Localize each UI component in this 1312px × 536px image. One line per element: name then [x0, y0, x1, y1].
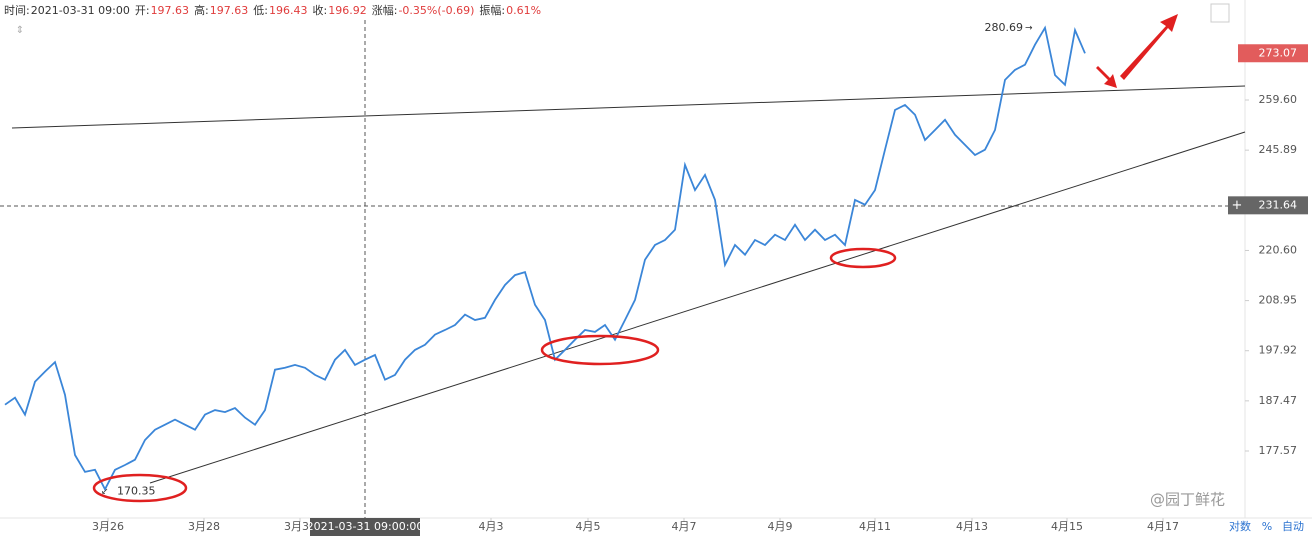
header-label: 高: — [194, 3, 209, 17]
header-value: 196.43 — [269, 4, 308, 17]
y-tick-label: 208.95 — [1259, 294, 1298, 307]
axis-button[interactable]: 自动 — [1282, 520, 1304, 533]
arrow — [1120, 14, 1178, 80]
y-tick-label: 220.60 — [1259, 243, 1298, 256]
header-value: 197.63 — [151, 4, 190, 17]
highlight-ellipse — [92, 473, 188, 503]
x-tick-label: 4月17 — [1147, 520, 1179, 533]
header-label: 开: — [135, 4, 150, 17]
crosshair-x-label: 2021-03-31 09:00:00 — [307, 520, 424, 533]
header-label: 低: — [253, 4, 268, 17]
trend-line — [149, 131, 1246, 484]
scale-icon: ⇕ — [16, 25, 24, 36]
x-tick-label: 4月11 — [859, 520, 891, 533]
arrow — [1096, 66, 1117, 88]
watermark: @园丁鲜花 — [1150, 491, 1225, 509]
min-label: 170.35 — [117, 484, 156, 497]
x-tick-label: 3月28 — [188, 520, 220, 533]
highlight-ellipse — [829, 247, 897, 269]
price-line — [4, 25, 1086, 492]
header-label: 涨幅: — [372, 4, 398, 17]
header-value: 0.61% — [506, 4, 541, 17]
x-tick-label: 4月5 — [576, 520, 601, 533]
crosshair-x-tag — [310, 518, 420, 536]
header: 时间: 2021-03-31 09:00 开: 197.63 高: 197.63 低: 196… — [4, 3, 541, 17]
plot — [4, 25, 1086, 492]
x-tick-label: 4月9 — [768, 520, 793, 533]
last-price-label: 273.07 — [1259, 46, 1298, 59]
y-tick-label: 187.47 — [1259, 394, 1298, 407]
y-tick-label: 259.60 — [1259, 93, 1298, 106]
y-tick-label: 177.57 — [1259, 444, 1298, 457]
crosshair-y-tag — [1228, 196, 1308, 215]
header-value: 196.92 — [328, 4, 367, 17]
header-label: 时间: — [4, 4, 30, 17]
crosshair-plus: + — [1232, 198, 1243, 213]
header-label: 收: — [313, 3, 328, 17]
y-tick-label: 197.92 — [1259, 344, 1298, 357]
axis-button[interactable]: 对数 — [1229, 519, 1251, 533]
axis-button[interactable]: % — [1262, 520, 1272, 533]
highlight-ellipse — [540, 334, 660, 366]
crosshair-y-label: 231.64 — [1259, 198, 1298, 211]
x-tick-label: 3月30 — [284, 520, 316, 533]
max-label: 280.69 — [985, 21, 1024, 34]
y-tick-label: 245.89 — [1259, 143, 1298, 156]
max-arrow: → — [1025, 23, 1033, 33]
header-value: -0.35%(-0.69) — [398, 4, 474, 17]
x-tick-label: 4月3 — [479, 520, 504, 533]
x-tick-label: 3月26 — [92, 520, 124, 533]
x-tick-label: 4月13 — [956, 520, 988, 533]
header-label: 振幅: — [479, 3, 505, 17]
header-value: 2021-03-31 09:00 — [31, 4, 130, 17]
trend-line — [11, 85, 1246, 129]
x-tick-label: 4月15 — [1051, 520, 1083, 533]
last-price-tag — [1238, 44, 1308, 63]
min-arrow: ↙ — [101, 487, 109, 497]
header-value: 197.63 — [210, 4, 249, 17]
x-tick-label: 4月7 — [672, 520, 697, 533]
fullscreen-button[interactable] — [1210, 3, 1230, 23]
